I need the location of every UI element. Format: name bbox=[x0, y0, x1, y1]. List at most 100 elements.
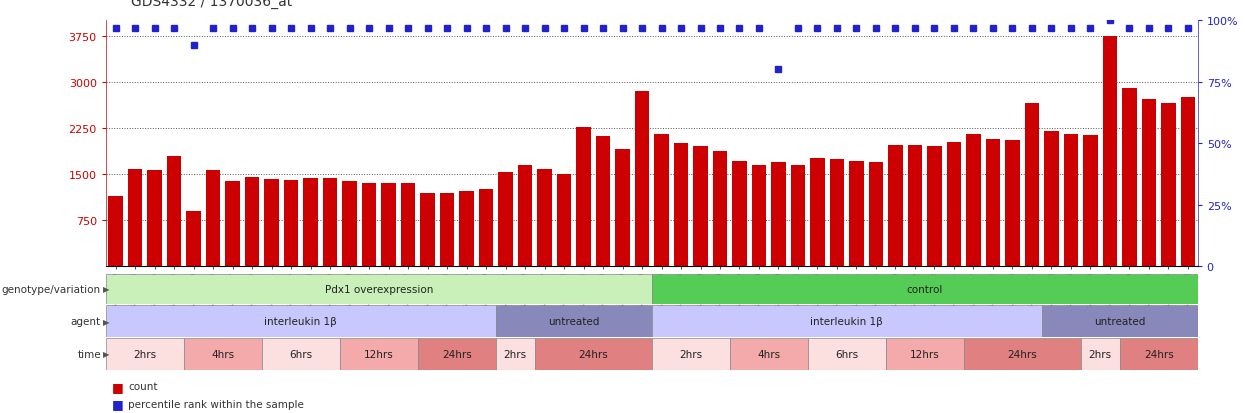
Text: untreated: untreated bbox=[1094, 316, 1145, 326]
Text: agent: agent bbox=[71, 316, 101, 326]
Text: 24hrs: 24hrs bbox=[1007, 349, 1037, 359]
Bar bbox=[808, 339, 885, 370]
Bar bbox=[187, 211, 200, 267]
Bar bbox=[421, 193, 435, 267]
Bar bbox=[496, 305, 652, 337]
Text: ▶: ▶ bbox=[103, 285, 110, 294]
Bar bbox=[479, 190, 493, 267]
Bar bbox=[1081, 339, 1119, 370]
Text: 12hrs: 12hrs bbox=[910, 349, 940, 359]
Bar bbox=[908, 145, 923, 267]
Text: interleukin 1β: interleukin 1β bbox=[810, 316, 883, 326]
Bar bbox=[1103, 36, 1117, 267]
Bar bbox=[1045, 132, 1058, 267]
Bar bbox=[1119, 339, 1198, 370]
Text: percentile rank within the sample: percentile rank within the sample bbox=[128, 399, 304, 409]
Text: 2hrs: 2hrs bbox=[680, 349, 702, 359]
Text: 4hrs: 4hrs bbox=[757, 349, 781, 359]
Bar bbox=[712, 152, 727, 267]
Bar bbox=[128, 170, 142, 267]
Text: ▶: ▶ bbox=[103, 350, 110, 358]
Bar bbox=[304, 179, 317, 267]
Bar bbox=[1025, 104, 1040, 267]
Bar bbox=[284, 181, 299, 267]
Bar bbox=[1005, 141, 1020, 267]
Bar bbox=[381, 184, 396, 267]
Bar bbox=[106, 274, 652, 304]
Bar bbox=[342, 182, 357, 267]
Text: 24hrs: 24hrs bbox=[442, 349, 472, 359]
Bar bbox=[518, 166, 533, 267]
Text: 6hrs: 6hrs bbox=[289, 349, 312, 359]
Text: 2hrs: 2hrs bbox=[133, 349, 157, 359]
Bar bbox=[1122, 89, 1137, 267]
Text: untreated: untreated bbox=[548, 316, 599, 326]
Bar bbox=[693, 147, 708, 267]
Bar bbox=[167, 156, 182, 267]
Text: 24hrs: 24hrs bbox=[579, 349, 608, 359]
Bar bbox=[888, 145, 903, 267]
Text: count: count bbox=[128, 381, 158, 391]
Bar bbox=[418, 339, 496, 370]
Bar bbox=[1142, 100, 1157, 267]
Bar bbox=[964, 339, 1081, 370]
Bar bbox=[635, 92, 650, 267]
Text: genotype/variation: genotype/variation bbox=[1, 284, 101, 294]
Bar bbox=[810, 159, 824, 267]
Text: interleukin 1β: interleukin 1β bbox=[264, 316, 337, 326]
Bar bbox=[732, 161, 747, 267]
Bar bbox=[771, 162, 786, 267]
Bar bbox=[264, 180, 279, 267]
Bar bbox=[576, 128, 591, 267]
Bar bbox=[730, 339, 808, 370]
Bar bbox=[537, 169, 552, 267]
Bar bbox=[401, 184, 416, 267]
Bar bbox=[1180, 98, 1195, 267]
Text: 2hrs: 2hrs bbox=[504, 349, 527, 359]
Text: ■: ■ bbox=[112, 380, 123, 393]
Bar bbox=[654, 135, 669, 267]
Text: Pdx1 overexpression: Pdx1 overexpression bbox=[325, 284, 433, 294]
Bar bbox=[557, 175, 571, 267]
Text: 24hrs: 24hrs bbox=[1144, 349, 1174, 359]
Bar bbox=[946, 143, 961, 267]
Bar bbox=[362, 184, 376, 267]
Bar bbox=[652, 305, 1042, 337]
Bar bbox=[106, 305, 496, 337]
Text: GDS4332 / 1370036_at: GDS4332 / 1370036_at bbox=[131, 0, 293, 9]
Bar bbox=[791, 166, 806, 267]
Bar bbox=[147, 171, 162, 267]
Bar bbox=[106, 339, 184, 370]
Bar bbox=[674, 144, 688, 267]
Bar bbox=[184, 339, 261, 370]
Bar bbox=[752, 166, 767, 267]
Text: 12hrs: 12hrs bbox=[364, 349, 393, 359]
Bar bbox=[205, 171, 220, 267]
Bar bbox=[885, 339, 964, 370]
Bar bbox=[849, 161, 864, 267]
Bar bbox=[322, 179, 337, 267]
Bar bbox=[459, 192, 474, 267]
Bar bbox=[986, 140, 1000, 267]
Bar bbox=[496, 339, 535, 370]
Bar bbox=[595, 137, 610, 267]
Bar bbox=[439, 193, 454, 267]
Bar bbox=[535, 339, 652, 370]
Text: control: control bbox=[906, 284, 942, 294]
Bar bbox=[928, 147, 941, 267]
Bar bbox=[615, 150, 630, 267]
Bar bbox=[652, 274, 1198, 304]
Bar bbox=[869, 162, 883, 267]
Bar bbox=[966, 135, 981, 267]
Bar bbox=[829, 159, 844, 267]
Bar bbox=[261, 339, 340, 370]
Bar bbox=[1042, 305, 1198, 337]
Bar bbox=[1162, 104, 1175, 267]
Bar bbox=[652, 339, 730, 370]
Text: ■: ■ bbox=[112, 397, 123, 411]
Text: 2hrs: 2hrs bbox=[1088, 349, 1112, 359]
Text: 6hrs: 6hrs bbox=[835, 349, 858, 359]
Text: time: time bbox=[77, 349, 101, 359]
Text: 4hrs: 4hrs bbox=[212, 349, 234, 359]
Bar bbox=[1063, 135, 1078, 267]
